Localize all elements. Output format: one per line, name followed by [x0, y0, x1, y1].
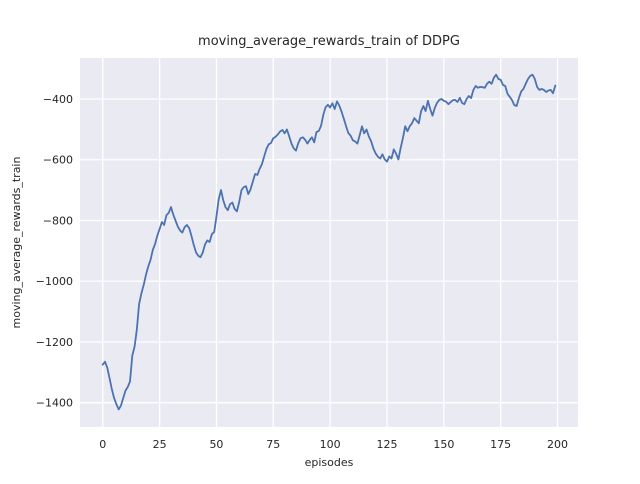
y-tick-label: −400	[43, 93, 73, 106]
x-tick-label: 75	[266, 438, 280, 451]
plot-area	[80, 58, 578, 427]
x-tick-label: 100	[320, 438, 341, 451]
y-tick-label: −800	[43, 214, 73, 227]
x-tick-label: 175	[490, 438, 511, 451]
reward-line	[101, 73, 557, 411]
y-tick-label: −1400	[36, 397, 73, 410]
grid-layer	[80, 58, 578, 427]
y-tick-label: −600	[43, 154, 73, 167]
x-tick-label: 150	[433, 438, 454, 451]
x-tick-label: 25	[153, 438, 167, 451]
chart-title: moving_average_rewards_train of DDPG	[198, 34, 460, 49]
y-tick-label: −1000	[36, 275, 73, 288]
x-tick-label: 50	[209, 438, 223, 451]
tick-layer: 0 25 50 75 100 125 150 175 200 −400 −600 −800 −1000 −…	[36, 93, 568, 451]
x-tick-label: 0	[99, 438, 106, 451]
x-tick-label: 200	[547, 438, 568, 451]
y-tick-label: −1200	[36, 336, 73, 349]
x-axis-label: episodes	[305, 456, 354, 469]
x-tick-label: 125	[376, 438, 397, 451]
y-axis-label: moving_average_rewards_train	[10, 157, 23, 329]
